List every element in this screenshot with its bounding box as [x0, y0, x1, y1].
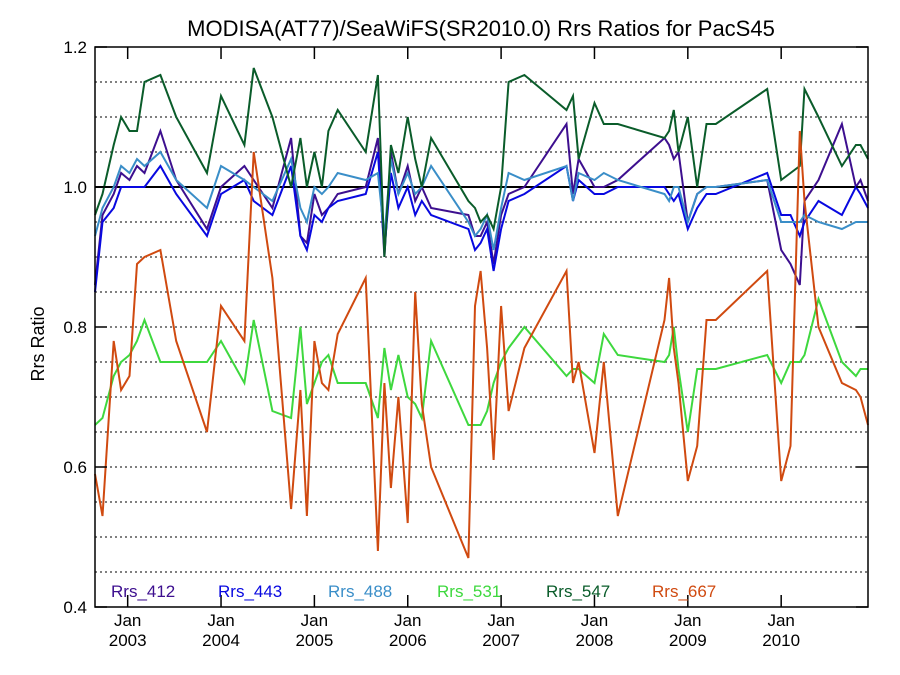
series-line-rrs-443: [94, 151, 869, 293]
x-tick-year-label: 2006: [389, 631, 427, 650]
x-tick-month-label: Jan: [674, 611, 701, 630]
y-tick-label: 1.2: [63, 38, 87, 57]
gridlines: [95, 46, 868, 573]
x-tick-year-label: 2003: [109, 631, 147, 650]
x-tick-month-label: Jan: [207, 611, 234, 630]
x-tick-month-label: Jan: [394, 611, 421, 630]
x-axis: Jan2003Jan2004Jan2005Jan2006Jan2007Jan20…: [109, 47, 800, 650]
x-tick-year-label: 2007: [482, 631, 520, 650]
x-tick-year-label: 2010: [762, 631, 800, 650]
x-tick-month-label: Jan: [487, 611, 514, 630]
series-line-rrs-547: [94, 67, 869, 258]
series-line-rrs-667: [94, 130, 869, 559]
legend-item-rrs-531: Rrs_531: [437, 582, 501, 601]
series-group: [94, 67, 869, 559]
x-tick-year-label: 2005: [295, 631, 333, 650]
x-tick-year-label: 2009: [669, 631, 707, 650]
legend: Rrs_412 Rrs_443 Rrs_488 Rrs_531 Rrs_547 Rrs_6…: [111, 582, 716, 601]
x-tick-year-label: 2004: [202, 631, 240, 650]
x-tick-month-label: Jan: [581, 611, 608, 630]
legend-item-rrs-547: Rrs_547: [546, 582, 610, 601]
y-tick-label: 0.8: [63, 318, 87, 337]
legend-item-rrs-443: Rrs_443: [218, 582, 282, 601]
x-tick-month-label: Jan: [767, 611, 794, 630]
legend-item-rrs-412: Rrs_412: [111, 582, 175, 601]
y-axis-label: Rrs Ratio: [28, 306, 48, 381]
legend-item-rrs-667: Rrs_667: [652, 582, 716, 601]
x-tick-month-label: Jan: [114, 611, 141, 630]
series-line-rrs-531: [94, 295, 868, 433]
y-axis: 0.4 0.6 0.8 1.0 1.2: [63, 38, 868, 617]
chart-title: MODISA(AT77)/SeaWiFS(SR2010.0) Rrs Ratio…: [187, 16, 775, 41]
legend-item-rrs-488: Rrs_488: [328, 582, 392, 601]
x-tick-year-label: 2008: [576, 631, 614, 650]
x-tick-month-label: Jan: [301, 611, 328, 630]
y-tick-label: 1.0: [63, 178, 87, 197]
y-tick-label: 0.6: [63, 458, 87, 477]
y-tick-label: 0.4: [63, 598, 87, 617]
series-line-rrs-488: [94, 150, 868, 251]
